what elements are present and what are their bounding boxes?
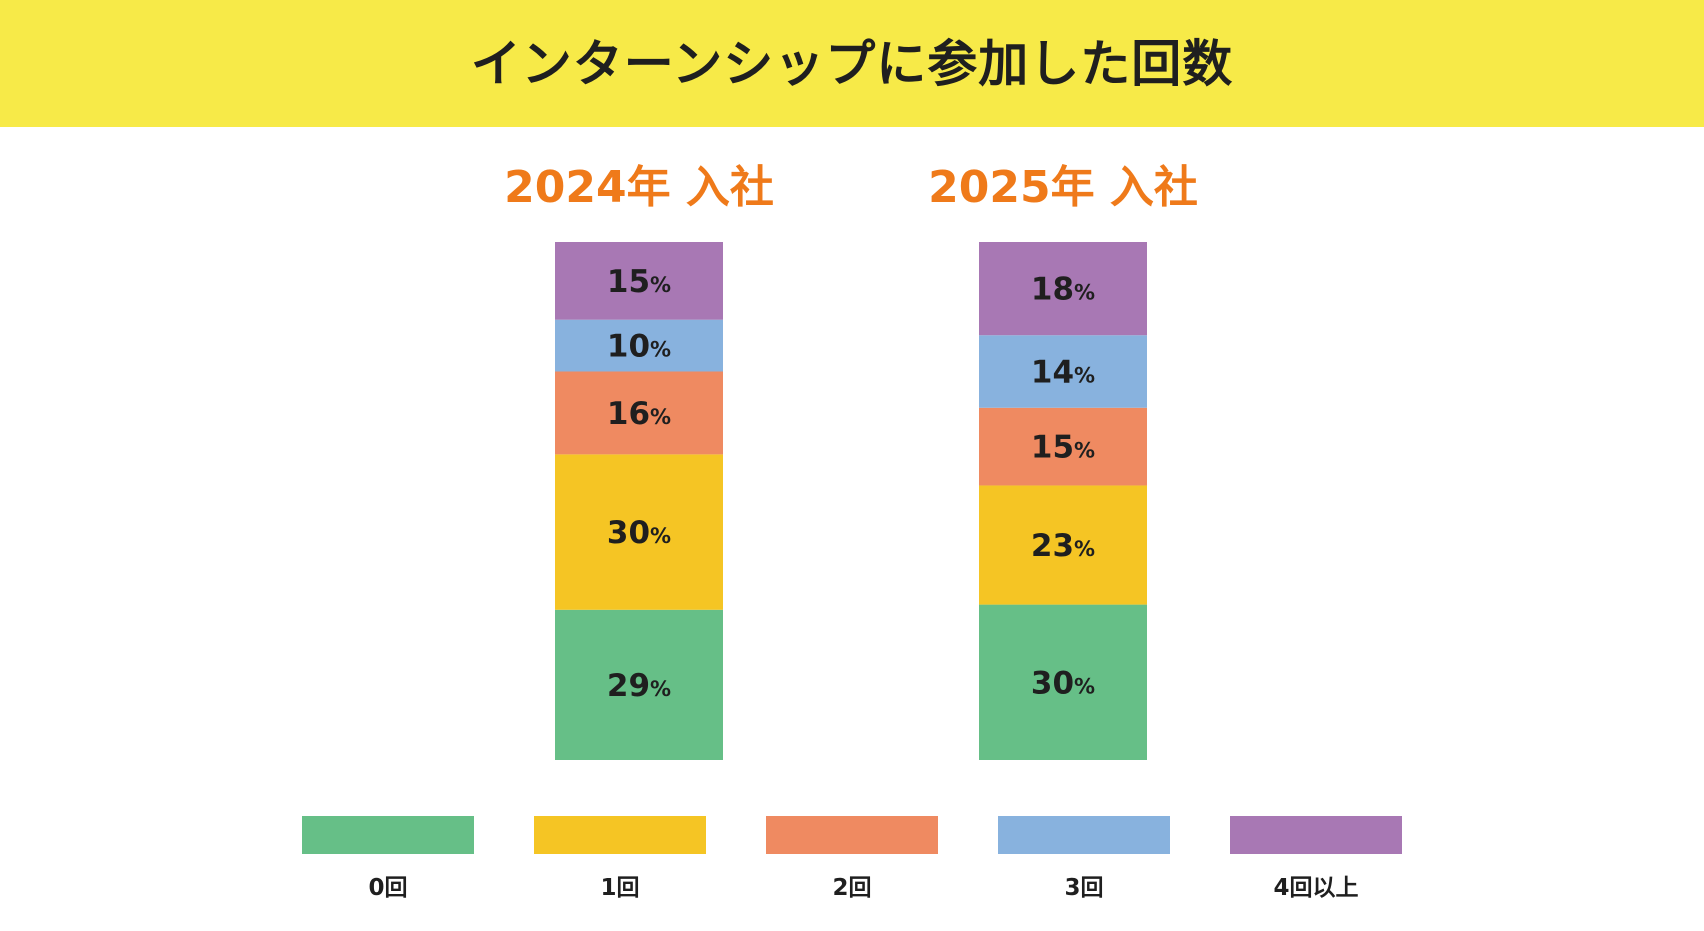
data-label-1-4: 18% xyxy=(1031,272,1095,308)
data-label-unit: % xyxy=(1074,281,1095,305)
category-label-0: 2024年 入社 xyxy=(504,162,774,213)
data-label-value: 30 xyxy=(607,515,650,551)
header-banner: インターンシップに参加した回数 xyxy=(0,0,1704,127)
bar-segment-0-2 xyxy=(555,371,723,455)
bar-segment-1-1 xyxy=(979,485,1147,605)
data-label-unit: % xyxy=(650,677,671,701)
data-label-unit: % xyxy=(1074,674,1095,698)
data-label-unit: % xyxy=(1074,439,1095,463)
data-label-0-0: 29% xyxy=(607,668,671,704)
legend-label-4: 4回以上 xyxy=(1273,875,1358,901)
bar-segment-0-4 xyxy=(555,242,723,320)
data-label-value: 15 xyxy=(1031,430,1074,466)
category-label-1: 2025年 入社 xyxy=(928,162,1198,213)
data-label-unit: % xyxy=(650,405,671,429)
data-label-value: 30 xyxy=(1031,665,1074,701)
data-label-unit: % xyxy=(650,273,671,297)
data-label-1-0: 30% xyxy=(1031,665,1095,701)
data-label-0-1: 30% xyxy=(607,515,671,551)
data-label-value: 16 xyxy=(607,396,650,432)
legend-swatch-3 xyxy=(998,816,1170,854)
data-label-value: 23 xyxy=(1031,528,1074,564)
data-label-0-2: 16% xyxy=(607,396,671,432)
legend-label-2: 2回 xyxy=(832,875,871,901)
data-label-unit: % xyxy=(650,338,671,362)
legend-swatch-2 xyxy=(766,816,938,854)
data-label-1-3: 14% xyxy=(1031,355,1095,391)
legend-label-1: 1回 xyxy=(600,875,639,901)
data-label-unit: % xyxy=(1074,537,1095,561)
page-title: インターンシップに参加した回数 xyxy=(470,35,1234,93)
legend-swatch-1 xyxy=(534,816,706,854)
bar-segment-1-2 xyxy=(979,407,1147,486)
data-label-value: 15 xyxy=(607,264,650,300)
bar-segment-0-3 xyxy=(555,319,723,372)
legend-label-3: 3回 xyxy=(1064,875,1103,901)
legend-swatch-4 xyxy=(1230,816,1402,854)
bar-segment-1-0 xyxy=(979,604,1147,760)
data-label-1-2: 15% xyxy=(1031,430,1095,466)
legend-label-0: 0回 xyxy=(368,875,407,901)
data-label-value: 14 xyxy=(1031,355,1074,391)
data-label-value: 10 xyxy=(607,329,650,365)
bar-segment-1-4 xyxy=(979,242,1147,336)
data-label-0-4: 15% xyxy=(607,264,671,300)
data-label-1-1: 23% xyxy=(1031,528,1095,564)
bar-segment-1-3 xyxy=(979,335,1147,408)
legend-swatch-0 xyxy=(302,816,474,854)
data-label-0-3: 10% xyxy=(607,329,671,365)
bar-segment-0-1 xyxy=(555,454,723,610)
data-label-value: 29 xyxy=(607,668,650,704)
data-label-unit: % xyxy=(1074,364,1095,388)
data-label-unit: % xyxy=(650,524,671,548)
data-label-value: 18 xyxy=(1031,272,1074,308)
bar-segment-0-0 xyxy=(555,609,723,760)
